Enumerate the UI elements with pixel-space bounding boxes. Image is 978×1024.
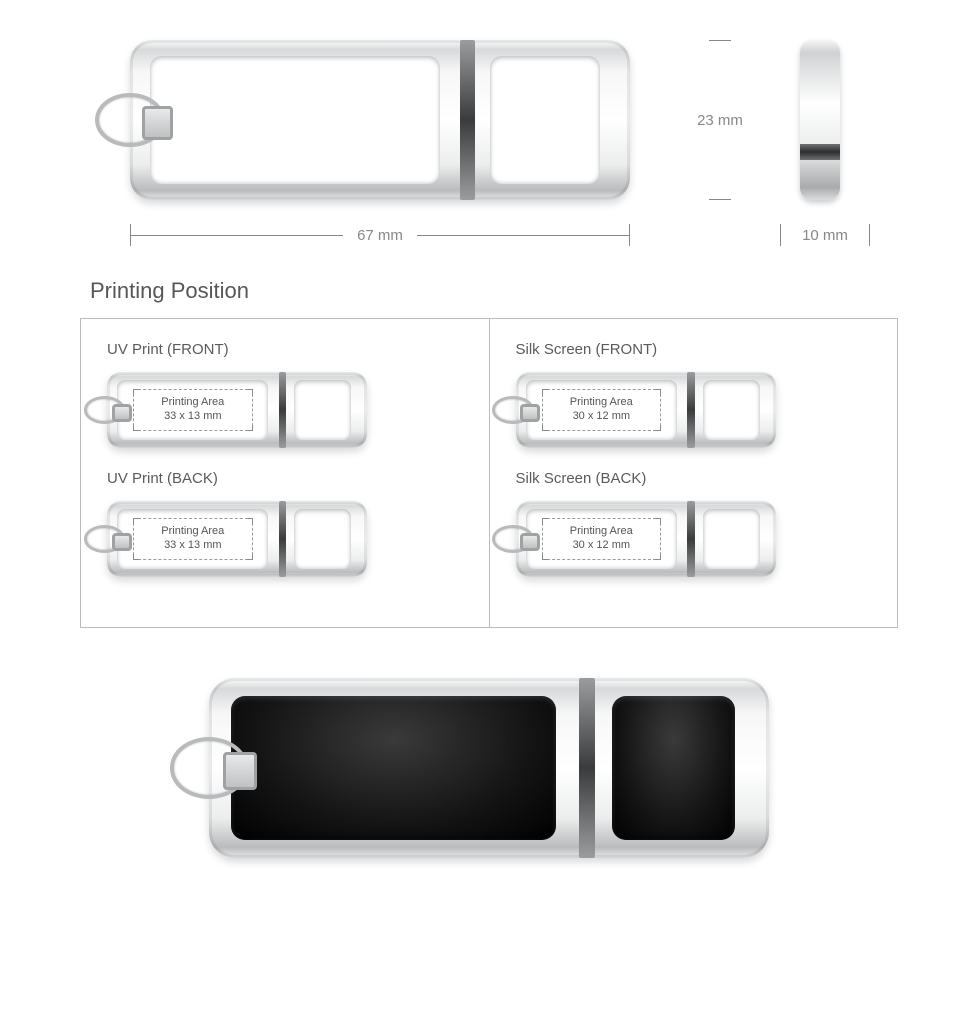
silk-back-label: Silk Screen (BACK) — [516, 470, 876, 487]
print-area-box: Printing Area 30 x 12 mm — [542, 518, 662, 561]
usb-front-view-white — [130, 40, 630, 200]
uv-back-label: UV Print (BACK) — [107, 470, 467, 487]
dimension-width: 67 mm — [130, 220, 630, 250]
dimensions-diagram: 23 mm 67 mm 10 mm — [80, 30, 898, 270]
print-area-caption: Printing Area — [161, 396, 224, 410]
keyring-icon — [492, 525, 534, 552]
usb-cap-seam — [687, 372, 695, 448]
usb-cap-seam — [279, 501, 287, 577]
usb-cap-panel — [294, 509, 351, 570]
keyring-icon — [492, 396, 534, 423]
print-area-box: Printing Area 33 x 13 mm — [133, 518, 253, 561]
print-area-caption: Printing Area — [570, 396, 633, 410]
crop-corner-icon — [655, 554, 661, 560]
keyring-icon — [170, 737, 248, 798]
usb-cap-panel-leather — [612, 696, 735, 840]
crop-corner-icon — [542, 425, 548, 431]
crop-corner-icon — [542, 389, 548, 395]
crop-corner-icon — [542, 518, 548, 524]
usb-cap-panel — [490, 56, 600, 184]
crop-corner-icon — [655, 425, 661, 431]
keyring-icon — [95, 93, 165, 147]
dimension-width-label: 67 mm — [343, 227, 417, 244]
dimension-tick — [709, 199, 731, 200]
crop-corner-icon — [655, 389, 661, 395]
print-area-box: Printing Area 33 x 13 mm — [133, 389, 253, 432]
dimension-tick — [629, 224, 630, 246]
usb-cap-seam — [279, 372, 287, 448]
dimension-tick — [780, 224, 781, 246]
print-area-dims: 30 x 12 mm — [573, 410, 630, 424]
usb-cap-panel — [294, 380, 351, 441]
print-area-dims: 33 x 13 mm — [164, 410, 221, 424]
panel-uv-print: UV Print (FRONT) Printing Area 33 x 13 m… — [81, 319, 489, 627]
silk-front-label: Silk Screen (FRONT) — [516, 341, 876, 358]
usb-cap-seam — [687, 501, 695, 577]
usb-cap-seam — [460, 40, 475, 200]
printing-panels: UV Print (FRONT) Printing Area 33 x 13 m… — [80, 318, 898, 628]
usb-side-chassis — [800, 40, 840, 200]
usb-cap-panel — [703, 380, 760, 441]
dimension-line — [417, 235, 629, 236]
variant-black-section — [80, 678, 898, 858]
crop-corner-icon — [133, 518, 139, 524]
dimension-tick — [869, 224, 870, 246]
crop-corner-icon — [655, 518, 661, 524]
usb-side-view — [800, 40, 840, 200]
usb-body-panel-leather — [231, 696, 556, 840]
print-area-box: Printing Area 30 x 12 mm — [542, 389, 662, 432]
section-title: Printing Position — [90, 278, 898, 304]
usb-thumb-silk-back: Printing Area 30 x 12 mm — [516, 501, 776, 577]
dimension-tick — [709, 40, 731, 41]
usb-cap-seam — [579, 678, 596, 858]
usb-body-panel — [150, 56, 440, 184]
usb-side-seam — [800, 144, 840, 160]
usb-thumb-uv-front: Printing Area 33 x 13 mm — [107, 372, 367, 448]
crop-corner-icon — [542, 554, 548, 560]
print-area-caption: Printing Area — [570, 525, 633, 539]
print-area-caption: Printing Area — [161, 525, 224, 539]
dimension-depth-label: 10 mm — [796, 227, 854, 244]
keyring-icon — [84, 396, 126, 423]
crop-corner-icon — [247, 389, 253, 395]
usb-thumb-silk-front: Printing Area 30 x 12 mm — [516, 372, 776, 448]
print-area-dims: 33 x 13 mm — [164, 539, 221, 553]
dimension-depth: 10 mm — [780, 220, 870, 250]
crop-corner-icon — [247, 554, 253, 560]
usb-cap-panel — [703, 509, 760, 570]
crop-corner-icon — [247, 425, 253, 431]
crop-corner-icon — [133, 425, 139, 431]
dimension-height-label: 23 mm — [697, 112, 743, 129]
usb-front-view-black — [209, 678, 769, 858]
usb-thumb-uv-back: Printing Area 33 x 13 mm — [107, 501, 367, 577]
uv-front-label: UV Print (FRONT) — [107, 341, 467, 358]
keyring-icon — [84, 525, 126, 552]
crop-corner-icon — [133, 389, 139, 395]
dimension-height: 23 mm — [680, 40, 760, 200]
crop-corner-icon — [133, 554, 139, 560]
dimension-line — [131, 235, 343, 236]
print-area-dims: 30 x 12 mm — [573, 539, 630, 553]
panel-silk-screen: Silk Screen (FRONT) Printing Area 30 x 1… — [489, 319, 898, 627]
crop-corner-icon — [247, 518, 253, 524]
